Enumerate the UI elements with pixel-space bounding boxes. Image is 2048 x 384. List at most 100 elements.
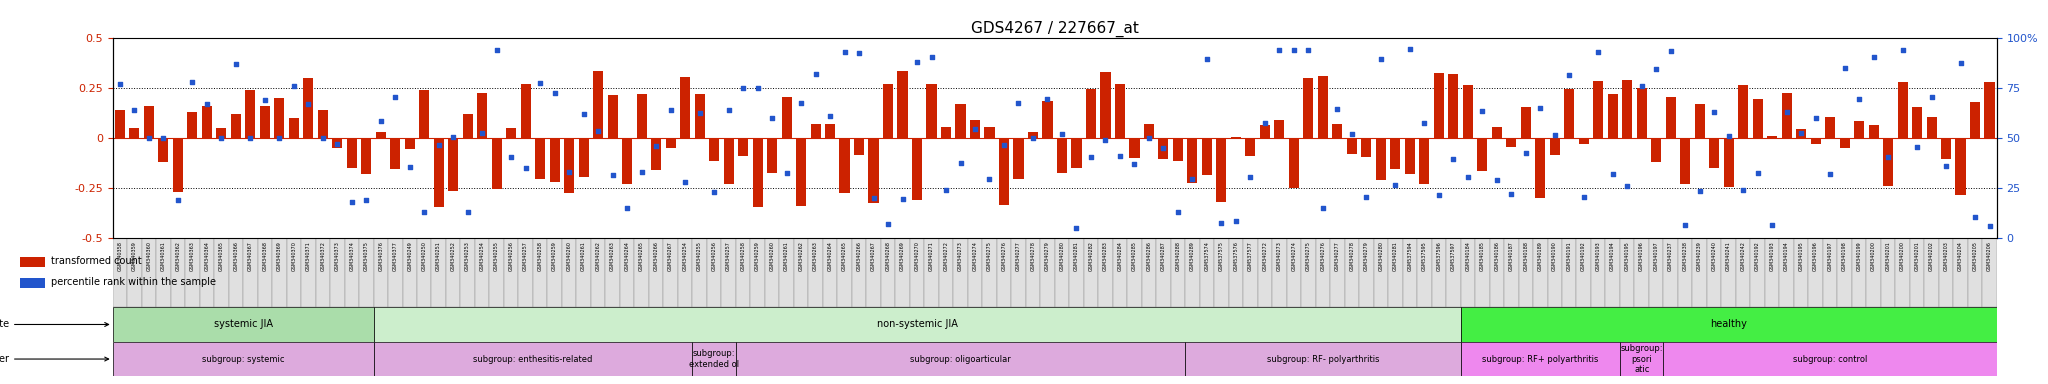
FancyBboxPatch shape (504, 238, 518, 307)
Text: GSM340362: GSM340362 (176, 242, 180, 271)
Point (1104, 152, 1137, 159)
Point (1683, 188, 1716, 194)
FancyBboxPatch shape (475, 238, 489, 307)
Text: GSM340361: GSM340361 (162, 242, 166, 271)
Point (1698, 109, 1731, 115)
FancyBboxPatch shape (272, 238, 287, 307)
Text: GSM340254: GSM340254 (682, 242, 688, 271)
Text: GSM340373: GSM340373 (334, 242, 340, 271)
Point (756, 115, 788, 121)
Bar (608, 95, 618, 138)
Text: GSM340188: GSM340188 (1524, 242, 1528, 271)
Bar (1071, 138, 1081, 168)
Bar (1145, 124, 1153, 138)
Point (1466, 108, 1499, 114)
FancyBboxPatch shape (301, 238, 315, 307)
Point (147, 135, 180, 141)
FancyBboxPatch shape (1925, 238, 1939, 307)
Text: GSM340192: GSM340192 (1755, 242, 1759, 271)
FancyBboxPatch shape (1446, 238, 1460, 307)
Bar (1927, 117, 1937, 138)
Bar (434, 138, 444, 207)
Bar (580, 138, 588, 177)
Text: GSM340258: GSM340258 (539, 242, 543, 271)
Bar (420, 90, 430, 138)
Text: GSM340199: GSM340199 (1858, 242, 1862, 271)
Bar (1608, 94, 1618, 138)
Bar (1679, 138, 1690, 184)
FancyBboxPatch shape (707, 238, 721, 307)
Bar (1536, 138, 1546, 198)
Bar (1448, 74, 1458, 138)
Point (307, 135, 340, 141)
Text: transformed count: transformed count (51, 256, 141, 266)
Text: GSM340255: GSM340255 (494, 242, 500, 271)
Text: GSM340254: GSM340254 (479, 242, 485, 271)
Text: GSM340265: GSM340265 (842, 242, 848, 271)
Point (1016, 135, 1049, 141)
Text: GSM340258: GSM340258 (741, 242, 745, 271)
Bar (1405, 138, 1415, 174)
Bar (373, 342, 692, 376)
FancyBboxPatch shape (592, 238, 606, 307)
Text: GSM340375: GSM340375 (365, 242, 369, 271)
Point (813, 113, 846, 119)
Text: GSM340367: GSM340367 (248, 242, 252, 271)
Point (1307, 205, 1339, 211)
Bar (1434, 73, 1444, 138)
Text: GSM537577: GSM537577 (1247, 242, 1253, 271)
Text: GSM340240: GSM340240 (1712, 242, 1716, 271)
Bar (391, 138, 399, 169)
FancyBboxPatch shape (1563, 238, 1577, 307)
Text: GSM537576: GSM537576 (1233, 242, 1239, 271)
Text: GSM340200: GSM340200 (1872, 242, 1876, 271)
FancyBboxPatch shape (1939, 238, 1954, 307)
FancyBboxPatch shape (1389, 238, 1403, 307)
Point (1769, 109, 1802, 115)
FancyBboxPatch shape (1417, 238, 1432, 307)
FancyBboxPatch shape (184, 238, 199, 307)
Point (162, 197, 195, 203)
Point (784, 99, 817, 106)
Point (276, 83, 309, 89)
Point (1815, 171, 1847, 177)
Bar (1460, 307, 1997, 342)
Point (1090, 137, 1122, 143)
Point (1292, 46, 1325, 53)
Text: GSM340366: GSM340366 (233, 242, 238, 271)
Text: GSM340257: GSM340257 (727, 242, 731, 271)
Text: GSM340201: GSM340201 (1886, 242, 1890, 271)
Point (1147, 145, 1180, 151)
Text: GSM340273: GSM340273 (958, 242, 963, 271)
FancyBboxPatch shape (735, 238, 750, 307)
FancyBboxPatch shape (909, 238, 924, 307)
Text: GSM340251: GSM340251 (436, 242, 440, 271)
Point (625, 169, 657, 175)
Point (1161, 209, 1194, 215)
Text: GSM340277: GSM340277 (1016, 242, 1022, 271)
Bar (709, 138, 719, 161)
FancyBboxPatch shape (532, 238, 547, 307)
Text: GSM340267: GSM340267 (870, 242, 877, 271)
Bar (113, 342, 373, 376)
Bar (768, 138, 776, 173)
FancyBboxPatch shape (1692, 238, 1706, 307)
Point (1249, 120, 1282, 126)
Point (1219, 218, 1251, 224)
Text: GSM340372: GSM340372 (319, 242, 326, 271)
Point (1509, 150, 1542, 156)
Point (1204, 220, 1237, 227)
Bar (449, 138, 459, 191)
Text: GSM340370: GSM340370 (291, 242, 297, 271)
FancyBboxPatch shape (418, 238, 432, 307)
Point (1655, 48, 1688, 54)
Bar (1014, 138, 1024, 179)
Bar (651, 138, 662, 170)
FancyBboxPatch shape (838, 238, 852, 307)
FancyBboxPatch shape (461, 238, 475, 307)
Point (1581, 49, 1614, 55)
Text: GSM340279: GSM340279 (1364, 242, 1368, 271)
Text: GSM340197: GSM340197 (1827, 242, 1833, 271)
Point (1190, 55, 1223, 61)
FancyBboxPatch shape (215, 238, 229, 307)
